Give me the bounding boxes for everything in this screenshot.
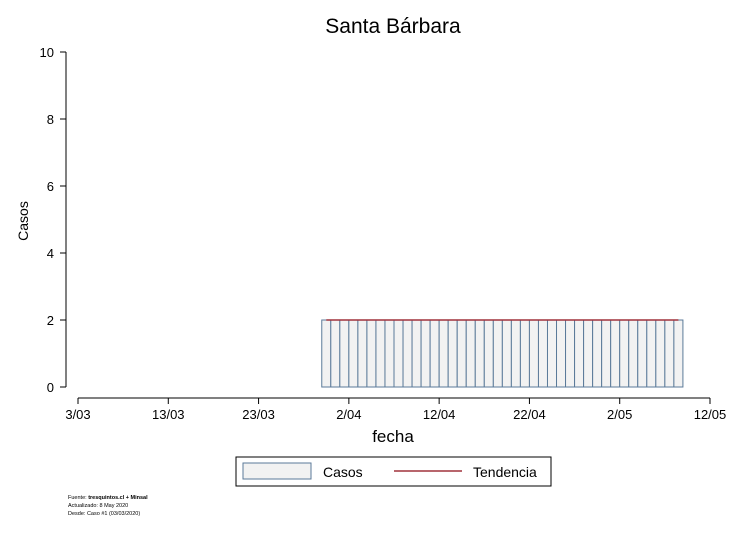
- bar: [556, 319, 567, 388]
- legend-swatch-casos: [242, 462, 312, 480]
- bar: [375, 319, 386, 388]
- x-tick-label: 22/04: [513, 407, 546, 422]
- x-axis-label: fecha: [372, 427, 414, 446]
- since-line: Desde: Caso #1 (03/03/2020): [68, 511, 141, 517]
- bar: [402, 319, 413, 388]
- bar: [447, 319, 458, 388]
- y-axis-label: Casos: [15, 201, 31, 241]
- bar: [628, 319, 639, 388]
- bar: [465, 319, 476, 388]
- bar: [519, 319, 530, 388]
- source-name: tresquintos.cl + Minsal: [88, 495, 148, 501]
- updated-line: Actualizado: 8 May 2020: [68, 503, 129, 509]
- x-tick-label: 12/05: [694, 407, 727, 422]
- bar: [348, 319, 359, 388]
- source-line: Fuente: tresquintos.cl + Minsal: [68, 495, 148, 502]
- bar: [546, 319, 558, 388]
- bar: [574, 319, 585, 388]
- bar: [655, 319, 666, 388]
- bar: [492, 319, 503, 388]
- legend-label-casos: Casos: [323, 464, 363, 480]
- bar-series: [321, 319, 684, 388]
- bar: [583, 319, 594, 388]
- y-tick-label: 8: [47, 112, 54, 127]
- x-tick-label: 13/03: [152, 407, 185, 422]
- x-tick-label: 23/03: [242, 407, 275, 422]
- bar: [474, 319, 485, 388]
- bar: [483, 319, 494, 388]
- x-tick-label: 2/05: [607, 407, 632, 422]
- bar: [592, 319, 603, 388]
- bar: [528, 319, 539, 388]
- x-tick-label: 3/03: [65, 407, 90, 422]
- bar: [510, 319, 521, 388]
- bar: [420, 319, 431, 388]
- legend-label-tendencia: Tendencia: [473, 464, 537, 480]
- bar: [501, 319, 512, 388]
- bar: [429, 319, 440, 388]
- bar: [366, 319, 377, 388]
- y-tick-label: 6: [47, 179, 54, 194]
- bar: [330, 319, 341, 388]
- y-tick-label: 10: [40, 45, 54, 60]
- bar: [673, 319, 684, 388]
- bar: [339, 319, 350, 388]
- y-axis-ticks: 0 2 4 6 8 10: [40, 45, 66, 395]
- bar: [456, 319, 467, 388]
- bar: [601, 319, 612, 388]
- bar: [384, 319, 395, 388]
- x-tick-label: 2/04: [336, 407, 361, 422]
- y-tick-label: 4: [47, 246, 54, 261]
- bar: [393, 319, 404, 388]
- bar: [537, 319, 548, 388]
- legend: Casos Tendencia: [235, 456, 552, 487]
- bar: [646, 319, 657, 388]
- bar: [664, 319, 675, 388]
- bar: [637, 319, 648, 388]
- y-tick-label: 2: [47, 313, 54, 328]
- x-tick-label: 12/04: [423, 407, 456, 422]
- bar: [357, 319, 368, 388]
- source-prefix: Fuente:: [68, 495, 89, 501]
- bar: [411, 319, 422, 388]
- bar: [610, 319, 621, 388]
- bar: [565, 319, 576, 388]
- y-tick-label: 0: [47, 380, 54, 395]
- bar: [321, 319, 332, 388]
- chart-title: Santa Bárbara: [325, 15, 461, 38]
- x-axis-ticks: 3/03 13/03 23/03 2/04 12/04 22/04 2/05 12/05: [65, 398, 726, 422]
- bar: [619, 319, 630, 388]
- bar: [438, 319, 449, 388]
